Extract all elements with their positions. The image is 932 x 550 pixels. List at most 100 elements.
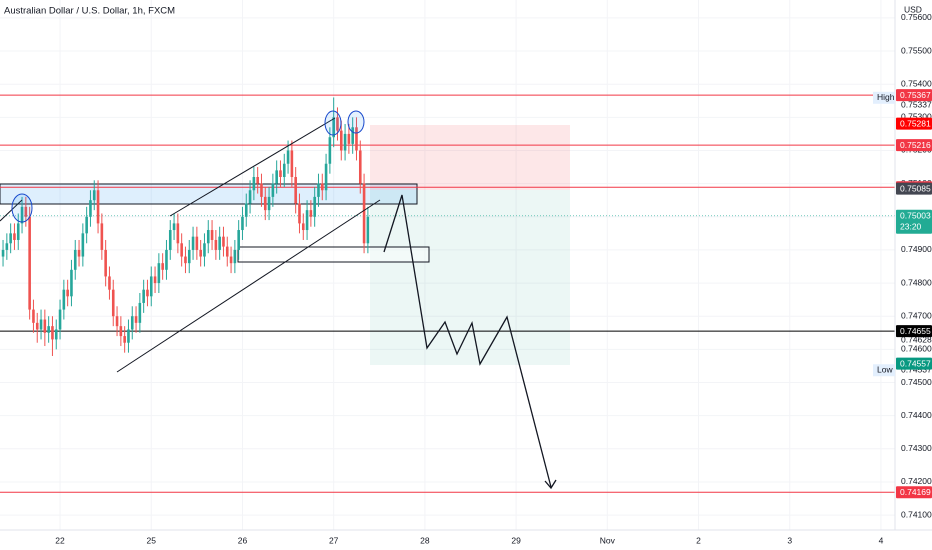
candle-body xyxy=(92,190,96,201)
y-tick-label: 0.75600 xyxy=(901,12,932,22)
candle-body xyxy=(336,117,339,131)
projection-path xyxy=(383,194,552,488)
candle-body xyxy=(317,183,320,197)
candle-body xyxy=(366,216,370,244)
candle-body xyxy=(184,256,187,264)
candle-body xyxy=(233,249,237,264)
y-tick-label: 0.74900 xyxy=(901,244,932,254)
candle-body xyxy=(343,133,347,151)
candle-body xyxy=(134,316,138,323)
candle-body xyxy=(9,233,12,244)
candle-body xyxy=(305,210,309,231)
candle-body xyxy=(332,117,335,138)
candle-body xyxy=(203,243,206,257)
candle-body xyxy=(51,326,54,340)
candle-body xyxy=(35,322,39,330)
candle-body xyxy=(28,216,31,310)
candles xyxy=(1,97,370,356)
top-marker xyxy=(347,110,365,134)
candle-body xyxy=(62,289,66,310)
candle-body xyxy=(5,243,9,250)
candle-body xyxy=(263,196,267,211)
channel-line xyxy=(0,199,23,222)
candle-body xyxy=(1,249,5,257)
candle-body xyxy=(279,170,282,177)
candle-body xyxy=(206,230,210,244)
chart-title: Australian Dollar / U.S. Dollar, 1h, FXC… xyxy=(4,6,175,17)
y-tick-label: 0.74200 xyxy=(901,476,932,486)
candle-body xyxy=(16,223,20,240)
candle-body xyxy=(153,276,157,284)
candle-body xyxy=(324,163,328,191)
candle-body xyxy=(347,133,351,144)
candle-body xyxy=(294,176,297,204)
support-box xyxy=(237,246,430,263)
price-badge-text: 0.75216 xyxy=(900,140,931,150)
candle-body xyxy=(176,223,180,244)
candle-body xyxy=(127,329,130,343)
candle-body xyxy=(70,269,73,297)
candle-body xyxy=(138,302,142,323)
channel-line xyxy=(169,117,336,217)
candle-body xyxy=(180,243,183,257)
candle-body xyxy=(195,236,199,250)
candle-body xyxy=(358,150,362,184)
x-tick-label: 4 xyxy=(879,535,884,545)
stop-zone xyxy=(370,125,570,190)
y-tick-label: 0.74300 xyxy=(901,443,932,453)
candle-body xyxy=(142,289,145,303)
candle-body xyxy=(218,236,221,250)
price-badge-text: 0.75367 xyxy=(900,90,931,100)
candle-body xyxy=(267,196,271,211)
candle-body xyxy=(123,336,126,343)
candle-body xyxy=(54,329,58,340)
price-badge-text: 0.74169 xyxy=(900,487,931,497)
top-marker xyxy=(11,193,33,223)
candle-body xyxy=(47,326,50,333)
candle-body xyxy=(187,249,191,264)
y-tick-label: 0.75500 xyxy=(901,45,932,55)
candle-body xyxy=(85,216,88,234)
candle-body xyxy=(104,249,107,277)
candle-body xyxy=(286,150,290,164)
candle-body xyxy=(100,223,104,250)
y-tick-label: 0.74600 xyxy=(901,344,932,354)
candle-body xyxy=(351,127,354,144)
candle-body xyxy=(32,309,35,323)
y-tick-label: 0.74800 xyxy=(901,277,932,287)
x-tick-label: 2 xyxy=(696,535,701,545)
current-price-badge xyxy=(896,209,932,234)
price-badge xyxy=(896,117,932,130)
candle-body xyxy=(362,183,366,244)
projection-arrowhead xyxy=(544,479,557,490)
price-badge xyxy=(896,486,932,499)
top-marker xyxy=(324,110,342,136)
candle-body xyxy=(210,230,214,240)
candle-body xyxy=(222,236,225,247)
price-badge-text: 0.75085 xyxy=(900,183,931,193)
candle-body xyxy=(115,316,119,327)
currency: USD xyxy=(904,4,922,14)
candle-body xyxy=(96,190,100,224)
target-zone xyxy=(370,190,570,365)
price-badges: 0.753370.74628High0.75359Low0.745370.753… xyxy=(873,89,932,499)
candle-body xyxy=(290,150,294,177)
price-badge xyxy=(896,89,932,102)
candle-body xyxy=(149,276,153,297)
low-tag-text: Low xyxy=(877,364,893,374)
price-badge-text: 0.74655 xyxy=(900,326,931,336)
candle-body xyxy=(301,223,305,231)
current-price-text: 0.75003 xyxy=(900,211,931,221)
candle-body xyxy=(168,230,172,250)
candle-body xyxy=(248,190,252,204)
candle-body xyxy=(13,233,16,240)
x-tick-label: 26 xyxy=(238,535,248,545)
price-label: 0.74628 xyxy=(901,334,932,344)
candle-body xyxy=(77,249,81,257)
candle-body xyxy=(313,196,316,217)
candle-body xyxy=(271,183,275,197)
channel-line xyxy=(116,199,381,373)
candle-body xyxy=(355,127,358,151)
resistance-box xyxy=(0,183,418,205)
candle-body xyxy=(111,289,115,317)
